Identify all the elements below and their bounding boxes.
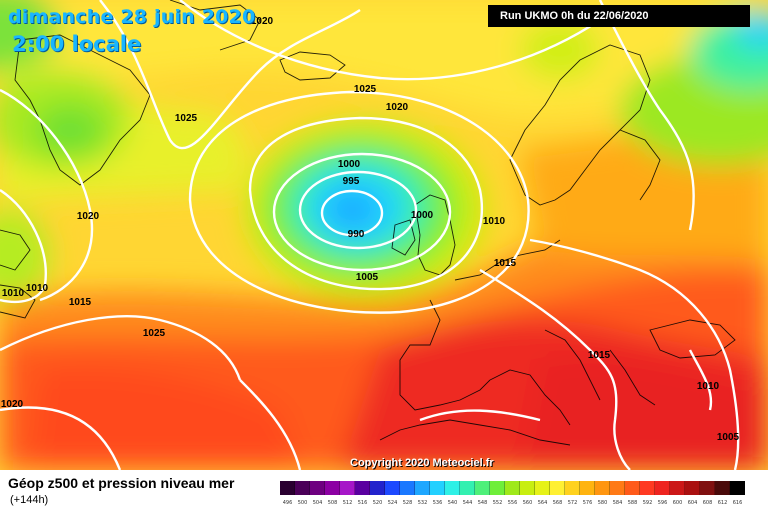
color-scale [280,481,745,495]
scale-swatch [505,481,520,495]
isobar-label: 990 [348,229,365,240]
scale-label: 520 [372,500,383,506]
scale-swatch [340,481,355,495]
scale-label: 584 [612,500,623,506]
isobar-label: 1000 [338,159,361,170]
scale-label: 532 [417,500,428,506]
scale-swatch [565,481,580,495]
scale-label: 524 [387,500,398,506]
scale-swatch [280,481,295,495]
scale-swatch [610,481,625,495]
isobar-label: 1020 [1,399,24,410]
isobar-label: 1025 [143,328,166,339]
scale-swatch [475,481,490,495]
legend-footer: Géop z500 et pression niveau mer (+144h)… [0,470,768,512]
scale-label: 536 [432,500,443,506]
isobar-labels: 1020 1025 1020 1025 1000 995 990 1000 1010 1005 10… [1,16,740,443]
scale-swatch [295,481,310,495]
scale-label: 508 [327,500,338,506]
forecast-date: dimanche 28 juin 2020 [8,6,256,28]
copyright: Copyright 2020 Meteociel.fr [350,457,494,469]
isobar-label: 1020 [251,16,274,27]
scale-label: 516 [357,500,368,506]
isobars [0,0,740,470]
run-info: Run UKMO 0h du 22/06/2020 [488,5,750,27]
scale-swatch [370,481,385,495]
scale-label: 600 [672,500,683,506]
scale-swatch [325,481,340,495]
scale-label: 540 [447,500,458,506]
geopotential-shading [0,0,768,470]
isobar-label: 1010 [697,381,720,392]
coastlines [0,0,736,446]
scale-swatch [625,481,640,495]
scale-label: 572 [567,500,578,506]
scale-label: 596 [657,500,668,506]
scale-swatch [670,481,685,495]
scale-label: 500 [297,500,308,506]
scale-swatch [415,481,430,495]
scale-label: 576 [582,500,593,506]
isobar-label: 1020 [386,102,409,113]
isobar-label: 1010 [483,216,506,227]
forecast-time: 2:00 locale [12,32,142,56]
scale-label: 552 [492,500,503,506]
legend-subtitle: (+144h) [10,494,49,506]
scale-swatch [430,481,445,495]
scale-swatch [655,481,670,495]
scale-swatch [490,481,505,495]
scale-swatch [535,481,550,495]
isobar-label: 1025 [175,113,198,124]
scale-label: 580 [597,500,608,506]
isobar-label: 1005 [717,432,740,443]
scale-swatch [310,481,325,495]
scale-label: 528 [402,500,413,506]
map-canvas: 1020 1025 1020 1025 1000 995 990 1000 1010 1005 10… [0,0,768,470]
isobar-label: 1015 [494,258,517,269]
scale-swatch [400,481,415,495]
scale-swatch [580,481,595,495]
scale-swatch [385,481,400,495]
scale-swatch [640,481,655,495]
scale-swatch [685,481,700,495]
isobar-label: 1000 [411,210,434,221]
scale-label: 592 [642,500,653,506]
scale-label: 544 [462,500,473,506]
scale-label: 616 [732,500,743,506]
isobar-label: 1015 [588,350,611,361]
isobar-label: 1025 [354,84,377,95]
isobar-label: 995 [343,176,360,187]
scale-swatch [520,481,535,495]
scale-swatch [460,481,475,495]
scale-label: 560 [522,500,533,506]
scale-swatch [595,481,610,495]
scale-label: 564 [537,500,548,506]
scale-label: 568 [552,500,563,506]
weather-map: 1020 1025 1020 1025 1000 995 990 1000 1010 1005 10… [0,0,768,470]
scale-swatch [445,481,460,495]
scale-label: 604 [687,500,698,506]
scale-label: 556 [507,500,518,506]
scale-swatch [700,481,715,495]
scale-label: 504 [312,500,323,506]
scale-label: 612 [717,500,728,506]
isobar-label: 1015 [69,297,92,308]
legend-title: Géop z500 et pression niveau mer [8,475,235,491]
scale-label: 496 [282,500,293,506]
scale-swatch [550,481,565,495]
scale-swatch [715,481,730,495]
scale-swatch [730,481,745,495]
isobar-label: 1010 [26,283,49,294]
scale-label: 548 [477,500,488,506]
isobar-label: 1020 [77,211,100,222]
isobar-label: 1010 [2,288,25,299]
scale-label: 588 [627,500,638,506]
scale-label: 512 [342,500,353,506]
isobar-label: 1005 [356,272,379,283]
color-scale-labels: 496 500 504 508 512 516 520 524 528 532 536 540 544 5… [280,500,745,506]
scale-swatch [355,481,370,495]
scale-label: 608 [702,500,713,506]
